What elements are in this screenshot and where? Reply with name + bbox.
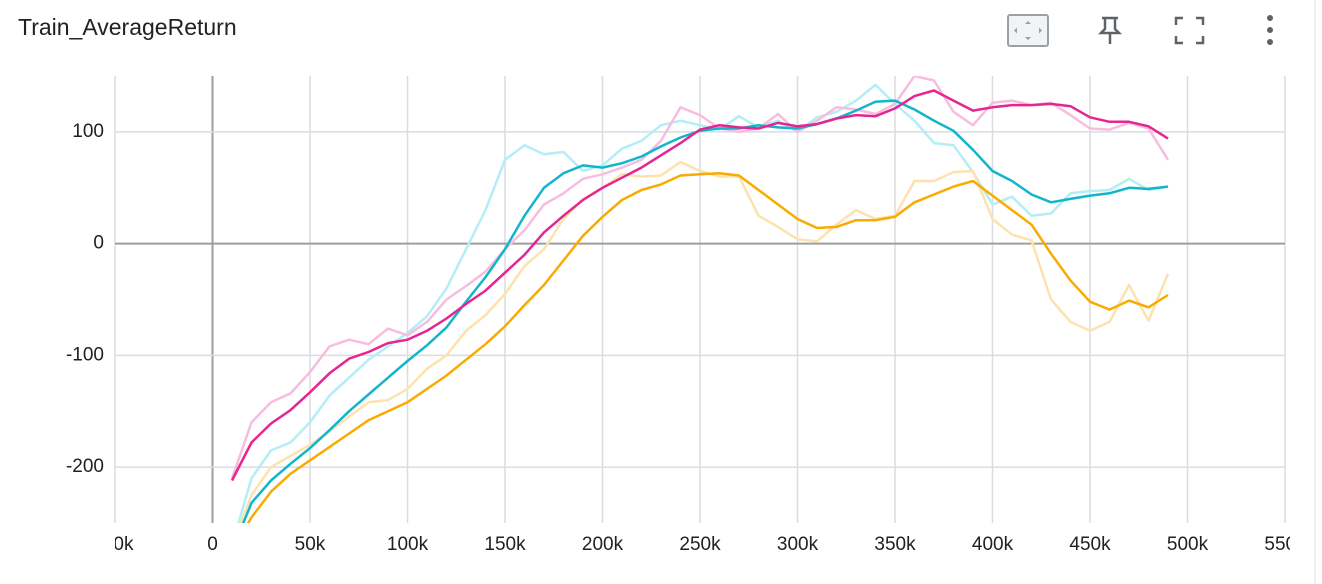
series-line bbox=[246, 171, 1169, 523]
x-tick-label: 350k bbox=[874, 534, 916, 555]
x-tick-label: 0 bbox=[207, 534, 218, 555]
x-tick-label: 450k bbox=[1069, 534, 1111, 555]
x-tick-label: 150k bbox=[484, 534, 526, 555]
y-tick-label: -100 bbox=[66, 344, 104, 365]
y-tick-label: 0 bbox=[93, 233, 104, 254]
menu-button[interactable] bbox=[1267, 15, 1273, 45]
series-line bbox=[239, 160, 1170, 523]
toolbar bbox=[1007, 14, 1273, 47]
series-line bbox=[230, 89, 1169, 482]
y-tick-label: 100 bbox=[72, 121, 104, 142]
x-tick-label: 100k bbox=[387, 534, 429, 555]
y-axis: -200 -100 0 100 bbox=[66, 121, 104, 477]
fullscreen-button[interactable] bbox=[1174, 16, 1205, 45]
x-tick-label: 500k bbox=[1167, 534, 1209, 555]
grid bbox=[114, 76, 1286, 523]
x-tick-label: -50k bbox=[97, 534, 134, 555]
plot-area bbox=[230, 76, 1170, 523]
x-tick-label: 300k bbox=[777, 534, 819, 555]
fit-domain-button[interactable] bbox=[1007, 14, 1049, 47]
x-tick-label: 550k bbox=[1264, 534, 1306, 555]
chart-title: Train_AverageReturn bbox=[18, 14, 237, 40]
x-axis: -50k 0 50k 100k 150k 200k 250k 300k 350k 400k 450k… bbox=[97, 534, 1306, 555]
series-line bbox=[230, 76, 1170, 479]
pin-button[interactable] bbox=[1097, 16, 1123, 44]
y-tick-label: -200 bbox=[66, 456, 104, 477]
series-line bbox=[237, 83, 1169, 523]
x-tick-label: 250k bbox=[679, 534, 721, 555]
x-tick-label: 50k bbox=[295, 534, 326, 555]
x-tick-label: 200k bbox=[582, 534, 624, 555]
x-tick-label: 400k bbox=[972, 534, 1014, 555]
